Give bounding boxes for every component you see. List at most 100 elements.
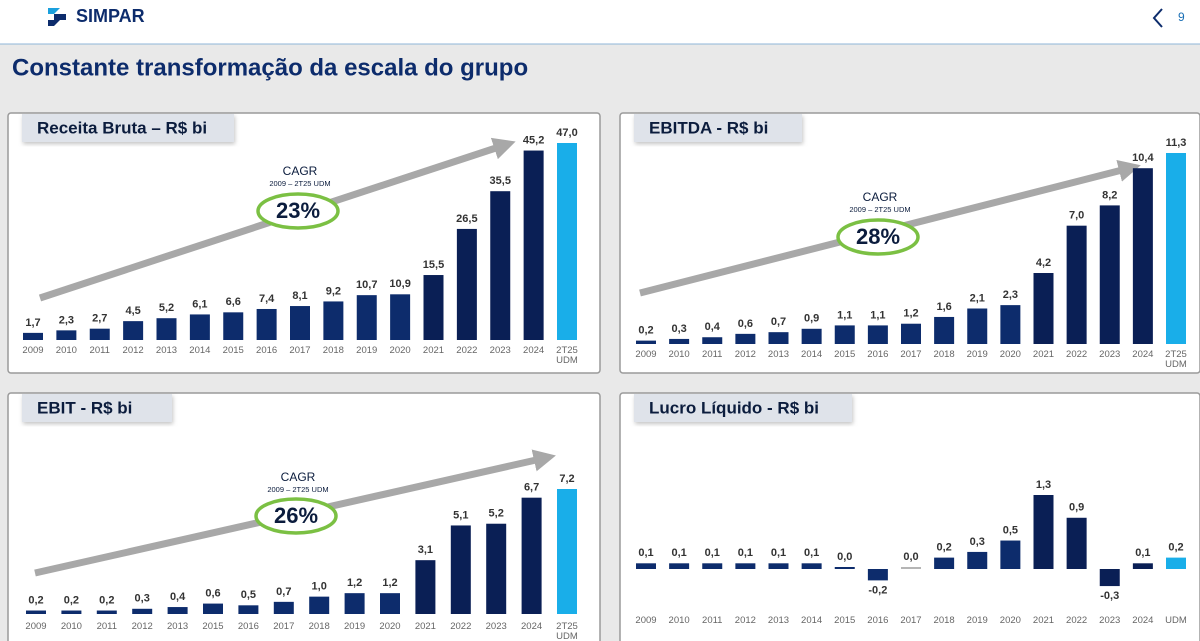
value-label: 0,3 <box>671 323 686 335</box>
bar <box>167 607 188 614</box>
bar <box>669 338 690 344</box>
x-tick-label: 2011 <box>90 345 110 356</box>
value-label: 0,2 <box>1168 542 1183 554</box>
value-label: 0,7 <box>276 586 291 598</box>
value-label: 1,2 <box>347 577 362 589</box>
x-tick-label: 2015 <box>223 345 244 356</box>
x-tick-label: 2019 <box>967 615 988 626</box>
x-tick-label: 2019 <box>967 349 988 360</box>
value-label: 26,5 <box>456 213 477 225</box>
x-tick-label: 2023 <box>1099 615 1120 626</box>
x-tick-label: 2013 <box>768 349 789 360</box>
value-label: 0,1 <box>705 547 720 559</box>
x-tick-label: 2020 <box>1000 349 1021 360</box>
cagr-period: 2009 – 2T25 UDM <box>269 179 330 188</box>
value-label: 7,0 <box>1069 210 1084 222</box>
bar <box>356 295 377 340</box>
bar <box>490 191 511 340</box>
bar <box>834 325 855 344</box>
x-tick-label: 2009 <box>635 615 656 626</box>
bar <box>1132 168 1153 344</box>
x-tick-label: 2010 <box>61 621 82 632</box>
x-tick-label: 2013 <box>156 345 177 356</box>
bar <box>521 497 542 614</box>
x-tick-label: 2022 <box>450 621 471 632</box>
x-tick-label: 2016 <box>256 345 277 356</box>
bar <box>934 316 955 344</box>
bar <box>290 306 310 340</box>
panel-title: Lucro Líquido - R$ bi <box>649 398 819 417</box>
x-tick-label: 2018 <box>309 621 330 632</box>
bar <box>223 312 244 340</box>
bar <box>1166 153 1186 344</box>
x-tick-label: 2017 <box>289 345 310 356</box>
value-label: 0,4 <box>170 591 186 603</box>
cagr-value: 26% <box>274 503 318 528</box>
cagr-period: 2009 – 2T25 UDM <box>267 485 328 494</box>
bar <box>801 328 822 344</box>
x-tick-label: 2011 <box>97 621 117 632</box>
x-tick-label: 2020 <box>390 345 411 356</box>
x-tick-label: 2017 <box>900 615 921 626</box>
cagr-value: 28% <box>856 224 900 249</box>
x-tick-label: 2012 <box>132 621 153 632</box>
bar <box>1166 557 1186 569</box>
bar <box>768 563 789 569</box>
cagr-label: CAGR <box>281 470 316 484</box>
value-label: 4,2 <box>1036 257 1051 269</box>
value-label: -0,3 <box>1100 590 1119 602</box>
cagr-label: CAGR <box>283 164 318 178</box>
bar <box>380 593 400 614</box>
panel-tab <box>634 114 802 142</box>
value-label: 0,1 <box>638 547 653 559</box>
x-tick-label: 2021 <box>415 621 436 632</box>
x-tick-label: 2013 <box>167 621 188 632</box>
x-tick-label: 2017 <box>273 621 294 632</box>
x-tick-label: 2011 <box>702 615 722 626</box>
value-label: 10,7 <box>356 279 377 291</box>
x-tick-label: 2022 <box>456 345 477 356</box>
back-chevron[interactable] <box>1152 8 1163 28</box>
bar <box>323 301 344 340</box>
x-tick-label: 2009 <box>22 345 43 356</box>
value-label: 5,2 <box>159 302 174 314</box>
value-label: 0,9 <box>804 313 819 325</box>
value-label: 15,5 <box>423 259 444 271</box>
value-label: -0,2 <box>868 584 887 596</box>
bar <box>1000 305 1021 344</box>
value-label: 0,6 <box>205 587 220 599</box>
bar <box>415 560 436 614</box>
bar <box>456 228 477 340</box>
value-label: 1,1 <box>837 309 852 321</box>
x-tick-label: 2015 <box>834 615 855 626</box>
value-label: 0,2 <box>99 594 114 606</box>
x-tick-label: 2014 <box>801 349 822 360</box>
panel <box>7 112 601 374</box>
value-label: 10,4 <box>1132 152 1154 164</box>
value-label: 45,2 <box>523 134 544 146</box>
value-label: 0,2 <box>936 542 951 554</box>
value-label: 0,4 <box>705 321 721 333</box>
x-tick-label: 2024 <box>1132 615 1153 626</box>
value-label: 5,1 <box>453 509 468 521</box>
bar <box>636 340 656 344</box>
value-label: 11,3 <box>1166 137 1187 149</box>
bar <box>89 328 110 340</box>
bar <box>309 596 330 614</box>
bar <box>557 143 577 340</box>
x-tick-label: 2018 <box>934 615 955 626</box>
x-tick-label: 2016 <box>238 621 259 632</box>
bar <box>423 275 444 340</box>
value-label: 0,1 <box>738 547 753 559</box>
x-tick-label: 2012 <box>123 345 144 356</box>
value-label: 10,9 <box>389 278 410 290</box>
bar <box>1000 540 1021 569</box>
panel <box>619 392 1200 641</box>
value-label: 0,1 <box>771 547 786 559</box>
x-tick-label: 2016 <box>867 615 888 626</box>
bar <box>735 333 756 344</box>
value-label: 2,3 <box>1003 289 1018 301</box>
panel-tab <box>634 394 852 422</box>
bar <box>273 601 294 614</box>
